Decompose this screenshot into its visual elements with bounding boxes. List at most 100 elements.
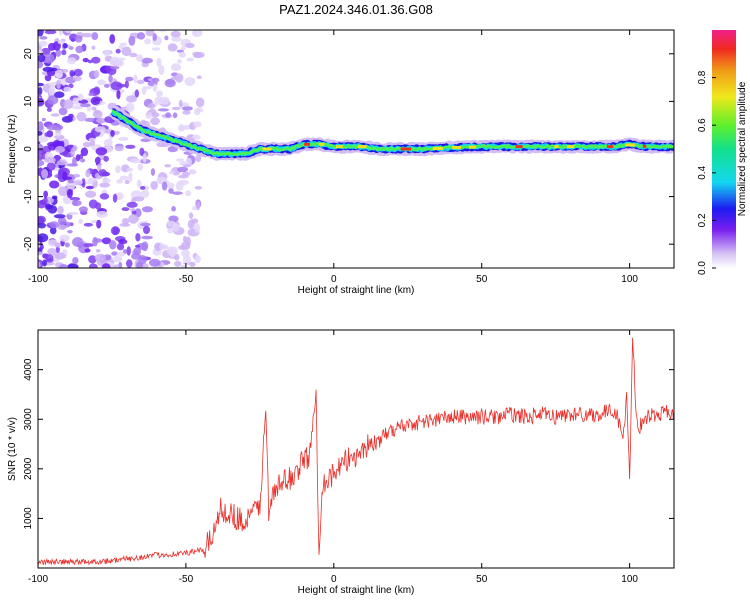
noise-blob xyxy=(116,252,125,257)
noise-blob xyxy=(59,234,70,242)
noise-blob xyxy=(139,147,145,156)
noise-blob xyxy=(144,38,152,45)
noise-blob xyxy=(119,223,131,227)
noise-blob xyxy=(94,126,106,133)
noise-blob xyxy=(192,30,197,37)
noise-blob xyxy=(75,154,81,162)
noise-blob xyxy=(103,50,111,56)
noise-blob xyxy=(93,70,100,78)
noise-blob xyxy=(172,112,178,119)
noise-blob xyxy=(38,97,45,107)
noise-blob xyxy=(54,252,66,260)
noise-blob xyxy=(74,35,83,43)
noise-blob xyxy=(141,235,154,240)
noise-blob xyxy=(124,179,130,185)
noise-blob xyxy=(116,242,125,251)
colorbar: 0.0 0.2 0.4 0.6 0.8 Normalized spectral ampl… xyxy=(697,30,748,275)
noise-blob xyxy=(150,168,156,176)
noise-blob xyxy=(63,176,73,180)
noise-blob xyxy=(73,198,78,206)
noise-blob xyxy=(57,224,67,230)
noise-blob xyxy=(136,54,144,62)
noise-blob xyxy=(118,239,128,245)
noise-blob xyxy=(38,215,46,224)
noise-blob xyxy=(46,124,58,131)
noise-blob xyxy=(71,105,84,110)
noise-blob xyxy=(101,237,112,245)
noise-blob xyxy=(178,99,183,108)
figure-title: PAZ1.2024.346.01.36.G08 xyxy=(279,2,433,17)
noise-blob xyxy=(44,74,52,82)
snr-series-line xyxy=(38,337,674,566)
noise-blob xyxy=(91,32,99,41)
noise-blob xyxy=(73,173,80,178)
noise-blob xyxy=(115,165,121,174)
noise-blob xyxy=(194,254,201,264)
noise-blob xyxy=(98,169,108,177)
colorbar-tick-label: 0.0 xyxy=(697,261,708,275)
noise-blob xyxy=(125,76,134,82)
noise-blob xyxy=(97,162,102,172)
noise-blob xyxy=(78,206,88,213)
noise-blob xyxy=(87,59,93,64)
noise-blob xyxy=(94,109,101,115)
noise-blob xyxy=(152,33,157,41)
noise-blob xyxy=(97,79,106,86)
y-tick-label: 20 xyxy=(23,48,34,60)
noise-blob xyxy=(54,69,63,79)
noise-blob xyxy=(67,211,79,216)
noise-blob xyxy=(112,193,118,203)
noise-blob xyxy=(140,189,150,198)
noise-blob xyxy=(41,117,46,122)
noise-blob xyxy=(46,162,56,171)
noise-blob xyxy=(67,263,79,268)
noise-blob xyxy=(174,73,184,83)
spectrogram-y-axis: -20 -10 0 10 20 xyxy=(23,48,674,251)
noise-blob xyxy=(59,263,68,268)
noise-blob xyxy=(83,222,93,227)
noise-blob xyxy=(49,226,57,235)
noise-blob xyxy=(177,59,182,64)
noise-blob xyxy=(126,167,134,172)
ridge-peak xyxy=(554,145,559,149)
noise-blob xyxy=(50,113,60,117)
noise-blob xyxy=(75,45,84,54)
noise-blob xyxy=(136,79,145,85)
noise-blob xyxy=(192,121,202,128)
noise-blob xyxy=(93,98,101,105)
noise-blob xyxy=(135,232,141,242)
noise-blob xyxy=(82,243,95,247)
noise-blob xyxy=(72,145,78,152)
noise-blob xyxy=(149,258,161,267)
noise-blob xyxy=(84,117,96,122)
noise-blob xyxy=(46,107,52,112)
colorbar-gradient xyxy=(712,30,736,268)
noise-blob xyxy=(38,60,44,69)
noise-blob xyxy=(150,112,160,118)
noise-blob xyxy=(43,53,55,64)
noise-blob xyxy=(48,143,57,151)
noise-blob xyxy=(38,30,44,37)
noise-blob xyxy=(118,45,124,50)
noise-blob xyxy=(188,212,194,219)
noise-blob xyxy=(156,90,163,98)
noise-blob xyxy=(196,75,202,80)
noise-blob xyxy=(41,168,49,179)
noise-blob xyxy=(124,80,129,89)
noise-blob xyxy=(164,35,169,41)
ridge-peak xyxy=(400,147,412,151)
noise-blob xyxy=(170,76,179,80)
noise-blob xyxy=(126,201,138,208)
x-tick-label: 0 xyxy=(331,274,337,285)
noise-blob xyxy=(73,68,83,77)
colorbar-tick-label: 0.8 xyxy=(697,70,708,84)
noise-blob xyxy=(171,206,176,212)
noise-blob xyxy=(185,190,192,197)
noise-blob xyxy=(186,57,194,62)
noise-blob xyxy=(85,181,94,185)
noise-blob xyxy=(141,241,149,252)
noise-blob xyxy=(38,155,43,161)
noise-blob xyxy=(139,222,151,227)
colorbar-tick-label: 0.4 xyxy=(697,165,708,179)
noise-blob xyxy=(141,206,153,213)
